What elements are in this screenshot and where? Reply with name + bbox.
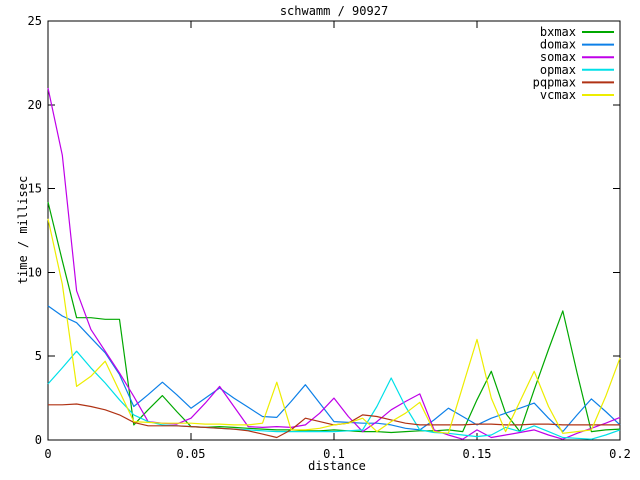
legend-label-opmax: opmax <box>540 63 576 77</box>
legend-label-bxmax: bxmax <box>540 25 576 39</box>
legend-item-opmax: opmax <box>540 63 614 77</box>
y-tick-label-10: 10 <box>28 265 42 279</box>
legend-item-bxmax: bxmax <box>540 25 614 39</box>
y-axis-label: time / millisec <box>16 176 30 284</box>
legend-label-domax: domax <box>540 38 576 52</box>
x-tick-label-0: 0 <box>44 447 51 461</box>
axes: 0 0.05 0.1 0.15 0.2 0 5 10 15 20 25 <box>28 14 631 461</box>
y-tick-label-15: 15 <box>28 182 42 196</box>
y-tick-label-20: 20 <box>28 98 42 112</box>
y-tick-label-25: 25 <box>28 14 42 28</box>
y-tick-label-0: 0 <box>35 433 42 447</box>
y-tick-label-5: 5 <box>35 349 42 363</box>
chart-title: schwamm / 90927 <box>280 4 388 18</box>
legend-item-somax: somax <box>540 50 614 64</box>
legend-label-somax: somax <box>540 50 576 64</box>
series-line-somax <box>47 87 621 440</box>
x-tick-label-0.05: 0.05 <box>177 447 206 461</box>
legend-item-domax: domax <box>540 38 614 52</box>
x-tick-label-0.2: 0.2 <box>609 447 631 461</box>
x-axis-label: distance <box>308 459 366 473</box>
legend-item-pqpmax: pqpmax <box>533 75 614 89</box>
legend-label-vcmax: vcmax <box>540 88 576 102</box>
x-tick-label-0.15: 0.15 <box>463 447 492 461</box>
x-tick-label-0.1: 0.1 <box>323 447 345 461</box>
series-line-opmax <box>47 350 621 440</box>
legend-item-vcmax: vcmax <box>540 88 614 102</box>
series-line-vcmax <box>47 218 621 434</box>
series-lines <box>47 87 621 440</box>
series-line-bxmax <box>47 201 621 434</box>
series-line-domax <box>47 305 621 433</box>
legend-label-pqpmax: pqpmax <box>533 75 576 89</box>
